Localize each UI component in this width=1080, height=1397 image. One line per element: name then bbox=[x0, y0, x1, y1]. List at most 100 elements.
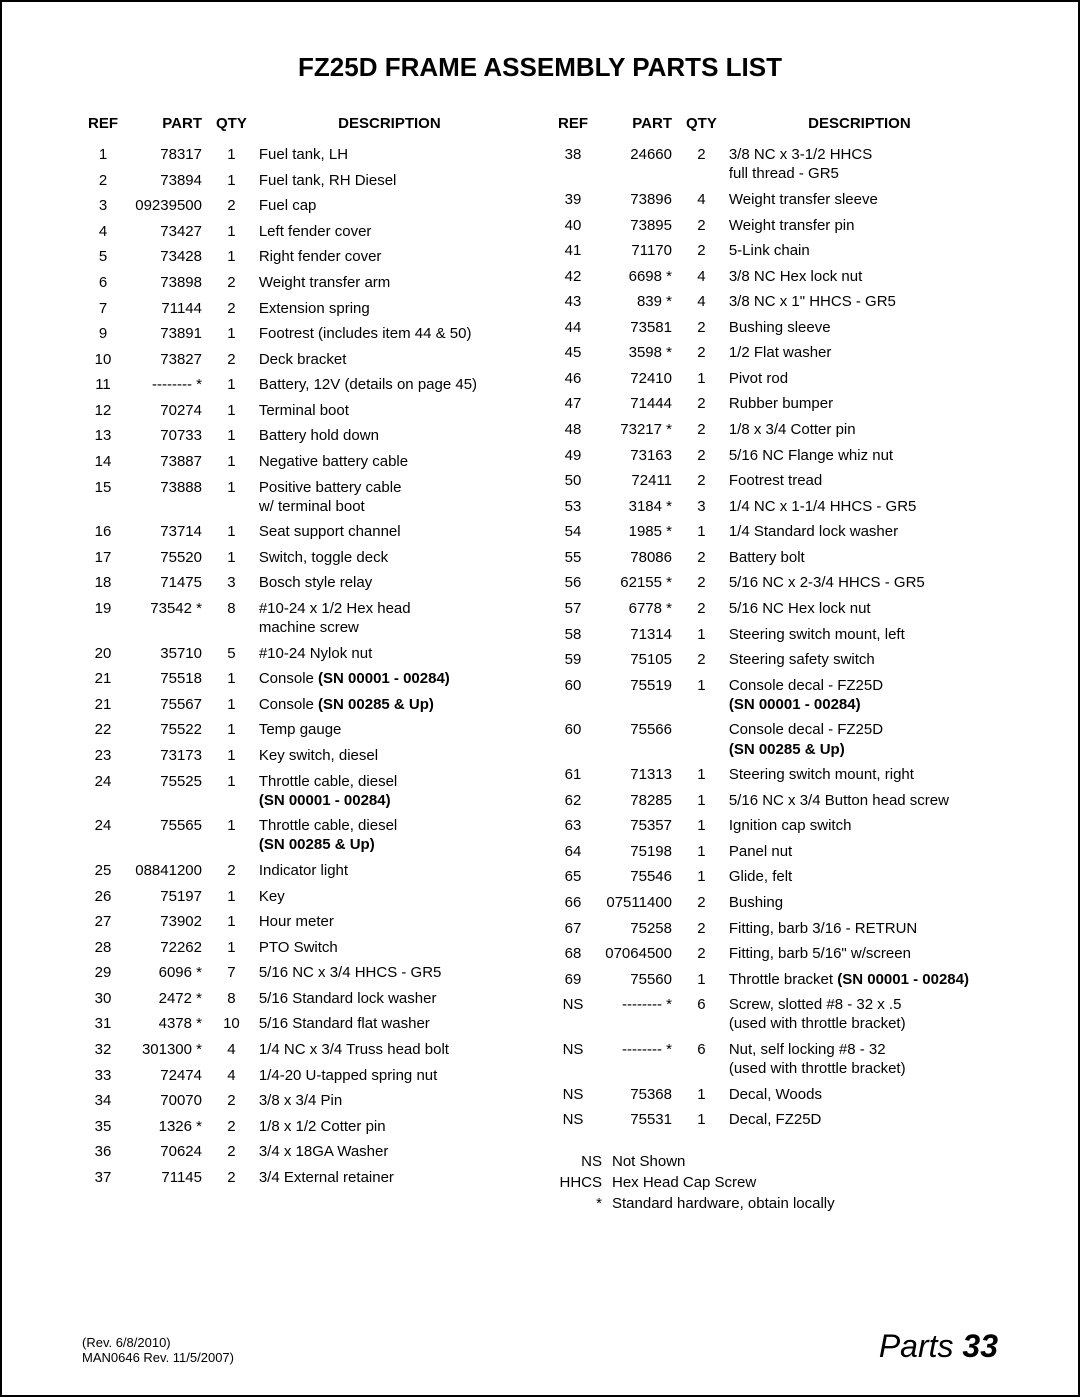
page-number: 33 bbox=[962, 1328, 998, 1364]
rev-line-1: (Rev. 6/8/2010) bbox=[82, 1335, 234, 1350]
cell-qty: 1 bbox=[682, 839, 721, 865]
cell-part: 71314 bbox=[594, 621, 682, 647]
cell-ref: 13 bbox=[82, 423, 124, 449]
cell-ref: 27 bbox=[82, 909, 124, 935]
table-row: 67752582Fitting, barb 3/16 - RETRUN bbox=[552, 915, 998, 941]
cell-part: 72410 bbox=[594, 366, 682, 392]
cell-ref: 44 bbox=[552, 315, 594, 341]
table-row: 314378 *105/16 Standard flat washer bbox=[82, 1011, 528, 1037]
cell-qty: 1 bbox=[212, 768, 251, 813]
cell-ref: NS bbox=[552, 1107, 594, 1133]
cell-desc: 5/16 NC Hex lock nut bbox=[721, 596, 998, 622]
cell-qty: 2 bbox=[682, 315, 721, 341]
page-title: FZ25D FRAME ASSEMBLY PARTS LIST bbox=[82, 52, 998, 83]
cell-part: 73542 * bbox=[124, 596, 212, 641]
table-row: 18714753Bosch style relay bbox=[82, 570, 528, 596]
cell-ref: 11 bbox=[82, 372, 124, 398]
legend-key: HHCS bbox=[552, 1174, 612, 1191]
cell-part: 6778 * bbox=[594, 596, 682, 622]
cell-ref: 42 bbox=[552, 263, 594, 289]
cell-desc: #10-24 x 1/2 Hex headmachine screw bbox=[251, 596, 528, 641]
cell-ref: 38 bbox=[552, 142, 594, 187]
cell-part: 75567 bbox=[124, 692, 212, 718]
table-row: 55780862Battery bolt bbox=[552, 545, 998, 571]
legend-key: * bbox=[552, 1195, 612, 1212]
cell-desc: Battery hold down bbox=[251, 423, 528, 449]
cell-ref: 25 bbox=[82, 858, 124, 884]
cell-desc: 3/8 NC x 3-1/2 HHCSfull thread - GR5 bbox=[721, 142, 998, 187]
cell-desc: Battery, 12V (details on page 45) bbox=[251, 372, 528, 398]
legend-key: NS bbox=[552, 1153, 612, 1170]
cell-desc: 5/16 Standard flat washer bbox=[251, 1011, 528, 1037]
cell-ref: 4 bbox=[82, 219, 124, 245]
cell-qty: 4 bbox=[682, 289, 721, 315]
cell-desc: Rubber bumper bbox=[721, 391, 998, 417]
cell-part: 71170 bbox=[594, 238, 682, 264]
cell-part: 72262 bbox=[124, 935, 212, 961]
cell-desc: Fuel tank, RH Diesel bbox=[251, 168, 528, 194]
cell-ref: 59 bbox=[552, 647, 594, 673]
cell-part: 73217 * bbox=[594, 417, 682, 443]
cell-qty: 1 bbox=[212, 168, 251, 194]
table-row: 39738964Weight transfer sleeve bbox=[552, 187, 998, 213]
cell-desc: Indicator light bbox=[251, 858, 528, 884]
cell-qty: 2 bbox=[212, 1165, 251, 1191]
cell-ref: 31 bbox=[82, 1011, 124, 1037]
cell-desc: Key switch, diesel bbox=[251, 743, 528, 769]
cell-ref: 12 bbox=[82, 398, 124, 424]
cell-desc: Temp gauge bbox=[251, 717, 528, 743]
cell-desc: Bosch style relay bbox=[251, 570, 528, 596]
cell-ref: 7 bbox=[82, 295, 124, 321]
cell-qty: 2 bbox=[682, 890, 721, 916]
cell-ref: 20 bbox=[82, 641, 124, 667]
cell-part: 08841200 bbox=[124, 858, 212, 884]
cell-desc: Footrest (includes item 44 & 50) bbox=[251, 321, 528, 347]
cell-desc: Console decal - FZ25D(SN 00001 - 00284) bbox=[721, 672, 998, 717]
cell-qty: 4 bbox=[212, 1062, 251, 1088]
cell-qty: 1 bbox=[212, 883, 251, 909]
cell-desc: 5/16 NC x 3/4 Button head screw bbox=[721, 788, 998, 814]
table-row: 5662155 *25/16 NC x 2-3/4 HHCS - GR5 bbox=[552, 570, 998, 596]
legend-row: *Standard hardware, obtain locally bbox=[552, 1193, 998, 1214]
cell-desc: Negative battery cable bbox=[251, 449, 528, 475]
cell-desc: 5-Link chain bbox=[721, 238, 998, 264]
header-part: PART bbox=[594, 111, 682, 142]
cell-desc: Nut, self locking #8 - 32(used with thro… bbox=[721, 1037, 998, 1082]
cell-part: 73581 bbox=[594, 315, 682, 341]
table-row: 7711442Extension spring bbox=[82, 295, 528, 321]
cell-qty: 1 bbox=[682, 788, 721, 814]
cell-ref: 19 bbox=[82, 596, 124, 641]
cell-part: 07511400 bbox=[594, 890, 682, 916]
cell-ref: 66 bbox=[552, 890, 594, 916]
cell-desc: Screw, slotted #8 - 32 x .5(used with th… bbox=[721, 992, 998, 1037]
cell-desc: Throttle bracket (SN 00001 - 00284) bbox=[721, 966, 998, 992]
cell-qty: 1 bbox=[682, 1107, 721, 1133]
table-row: 21755671Console (SN 00285 & Up) bbox=[82, 692, 528, 718]
table-row: 351326 *21/8 x 1/2 Cotter pin bbox=[82, 1113, 528, 1139]
cell-qty: 2 bbox=[682, 570, 721, 596]
table-row: 3092395002Fuel cap bbox=[82, 193, 528, 219]
table-row: 296096 *75/16 NC x 3/4 HHCS - GR5 bbox=[82, 960, 528, 986]
cell-qty: 1 bbox=[682, 966, 721, 992]
cell-part: 73902 bbox=[124, 909, 212, 935]
cell-qty: 2 bbox=[682, 915, 721, 941]
cell-qty: 2 bbox=[682, 545, 721, 571]
cell-qty: 2 bbox=[212, 1139, 251, 1165]
cell-ref: 26 bbox=[82, 883, 124, 909]
cell-desc: Weight transfer pin bbox=[721, 212, 998, 238]
table-row: 26751971Key bbox=[82, 883, 528, 909]
table-row: 12702741Terminal boot bbox=[82, 398, 528, 424]
cell-qty: 1 bbox=[682, 519, 721, 545]
cell-desc: PTO Switch bbox=[251, 935, 528, 961]
cell-desc: 5/16 NC x 2-3/4 HHCS - GR5 bbox=[721, 570, 998, 596]
left-table: REF PART QTY DESCRIPTION 1783171Fuel tan… bbox=[82, 111, 528, 1190]
table-row: NS-------- *6Screw, slotted #8 - 32 x .5… bbox=[552, 992, 998, 1037]
cell-part: 78317 bbox=[124, 142, 212, 168]
cell-ref: 67 bbox=[552, 915, 594, 941]
cell-ref: 60 bbox=[552, 672, 594, 717]
cell-ref: 49 bbox=[552, 442, 594, 468]
cell-part: 75518 bbox=[124, 666, 212, 692]
table-row: 576778 *25/16 NC Hex lock nut bbox=[552, 596, 998, 622]
cell-qty: 2 bbox=[212, 347, 251, 373]
header-qty: QTY bbox=[212, 111, 251, 142]
